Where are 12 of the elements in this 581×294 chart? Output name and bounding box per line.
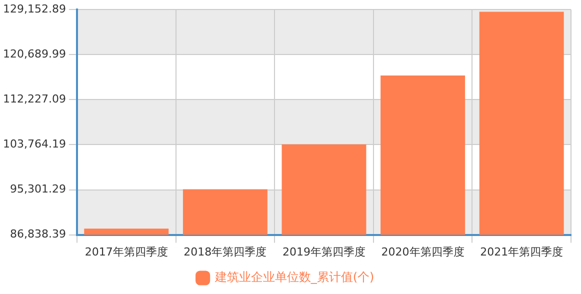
x-tick-label: 2019年第四季度 [282, 245, 366, 258]
x-tick-label: 2021年第四季度 [480, 245, 564, 258]
y-tick-label: 103,764.19 [2, 138, 66, 151]
x-tick-label: 2017年第四季度 [84, 245, 168, 258]
y-tick-label: 86,838.39 [10, 228, 66, 241]
y-tick-label: 120,689.99 [2, 48, 66, 60]
x-tick-label: 2020年第四季度 [381, 245, 464, 258]
legend-label: 建筑业企业单位数_累计值(个) [214, 270, 374, 284]
y-tick-label: 112,227.09 [2, 92, 66, 106]
y-tick-label: 129,152.89 [2, 2, 66, 16]
y-tick-label: 95,301.29 [10, 182, 66, 196]
x-tick-label: 2018年第四季度 [184, 245, 267, 258]
